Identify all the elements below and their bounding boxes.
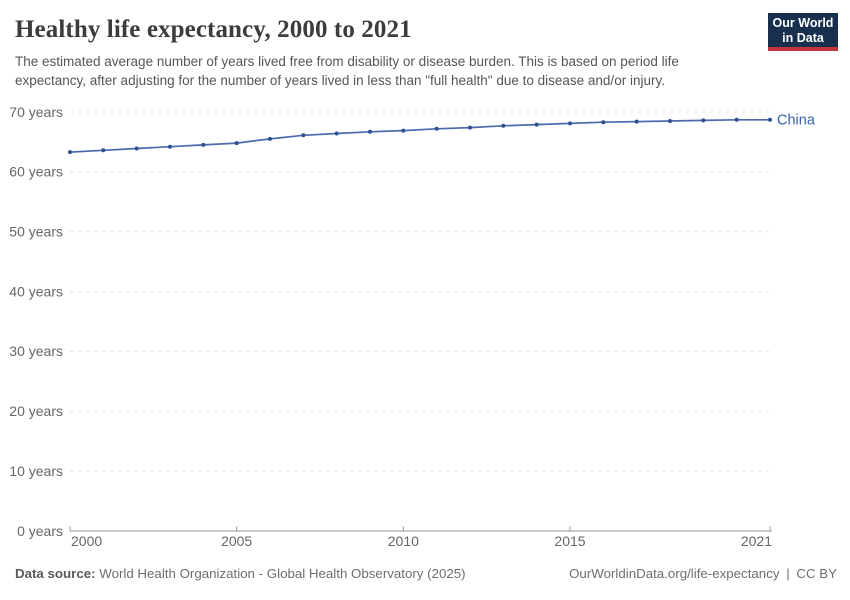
data-point[interactable] xyxy=(401,128,406,133)
data-point[interactable] xyxy=(101,148,106,153)
footer-links: OurWorldinData.org/life-expectancy | CC … xyxy=(566,566,837,581)
x-axis-label: 2005 xyxy=(221,533,252,549)
y-axis-label: 40 years xyxy=(9,283,63,299)
data-point[interactable] xyxy=(734,117,739,122)
data-point[interactable] xyxy=(434,126,439,131)
data-point[interactable] xyxy=(668,119,672,123)
chart-header: Healthy life expectancy, 2000 to 2021 Th… xyxy=(15,16,835,90)
data-point[interactable] xyxy=(501,123,506,128)
data-point[interactable] xyxy=(268,136,272,141)
data-point[interactable] xyxy=(301,133,306,138)
y-axis-label: 50 years xyxy=(9,223,63,239)
chart-footer: Data source: World Health Organization -… xyxy=(15,566,837,581)
footer-separator: | xyxy=(786,566,790,581)
license-link[interactable]: CC BY xyxy=(796,566,837,581)
data-point[interactable] xyxy=(768,117,772,122)
data-point[interactable] xyxy=(568,121,572,126)
data-source: Data source: World Health Organization -… xyxy=(15,566,466,581)
data-point[interactable] xyxy=(334,131,339,136)
y-axis-label: 10 years xyxy=(9,463,63,479)
data-point[interactable] xyxy=(634,119,639,124)
data-point[interactable] xyxy=(168,144,172,149)
owid-url-link[interactable]: OurWorldinData.org/life-expectancy xyxy=(569,566,780,581)
data-point[interactable] xyxy=(534,122,539,127)
y-axis-label: 20 years xyxy=(9,403,63,419)
data-point[interactable] xyxy=(134,146,139,151)
x-axis-label: 2021 xyxy=(741,533,772,549)
owid-logo[interactable]: Our World in Data xyxy=(768,13,838,51)
y-axis-label: 70 years xyxy=(9,104,63,120)
series-label[interactable]: China xyxy=(777,113,816,129)
x-axis-label: 2015 xyxy=(554,533,585,549)
owid-logo-line1: Our World xyxy=(772,16,834,30)
data-source-label: Data source: xyxy=(15,566,96,581)
data-source-text: World Health Organization - Global Healt… xyxy=(95,566,466,581)
data-point[interactable] xyxy=(368,129,372,134)
owid-logo-line2: in Data xyxy=(782,30,824,45)
y-axis-label: 30 years xyxy=(9,343,63,359)
series-line xyxy=(69,118,770,153)
chart-subtitle: The estimated average number of years li… xyxy=(15,54,679,88)
data-point[interactable] xyxy=(201,142,206,147)
x-axis-label: 2010 xyxy=(388,533,419,549)
x-axis-label: 2000 xyxy=(71,533,102,549)
data-point[interactable] xyxy=(234,141,239,146)
y-axis-label: 60 years xyxy=(9,164,63,180)
data-point[interactable] xyxy=(68,150,72,155)
data-point[interactable] xyxy=(468,125,472,130)
data-point[interactable] xyxy=(601,120,606,125)
y-axis-label: 0 years xyxy=(17,523,63,539)
data-point[interactable] xyxy=(701,118,706,123)
chart-title: Healthy life expectancy, 2000 to 2021 xyxy=(15,16,412,43)
